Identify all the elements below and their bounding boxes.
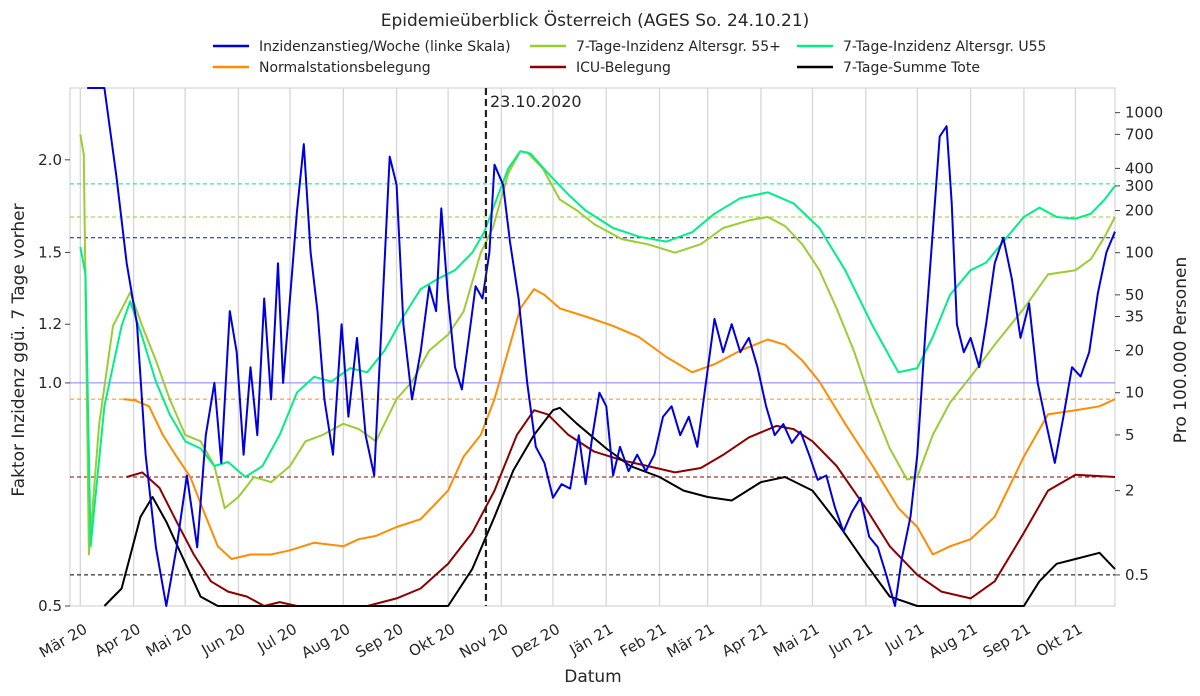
x-tick-label: Sep 20 xyxy=(352,620,406,662)
x-tick-label: Nov 20 xyxy=(456,620,511,662)
y-left-tick-label: 2.0 xyxy=(38,151,62,169)
x-tick-label: Mär 21 xyxy=(663,620,717,662)
y-right-tick-label: 10 xyxy=(1125,384,1144,402)
x-tick-label: Feb 21 xyxy=(617,620,670,661)
y-right-tick-label: 200 xyxy=(1125,202,1154,220)
legend-label: Inzidenzanstieg/Woche (linke Skala) xyxy=(259,39,511,55)
series-line xyxy=(87,87,1116,607)
x-tick-label: Mai 21 xyxy=(770,620,822,661)
series-line xyxy=(103,406,1116,607)
x-tick-label: Aug 21 xyxy=(926,620,981,662)
y-right-tick-label: 5 xyxy=(1125,426,1135,444)
y-right-tick-label: 300 xyxy=(1125,177,1154,195)
y-left-axis-label: Faktor Inzidenz ggü. 7 Tage vorher xyxy=(9,203,29,496)
legend-label: 7-Tage-Inzidenz Altersgr. 55+ xyxy=(576,39,781,55)
x-tick-label: Okt 21 xyxy=(1033,620,1086,661)
y-right-tick-label: 0.5 xyxy=(1125,566,1149,584)
series-line xyxy=(126,409,1116,607)
x-tick-label: Okt 20 xyxy=(406,620,459,661)
y-right-tick-label: 1000 xyxy=(1125,104,1163,122)
plot-area xyxy=(69,87,1116,607)
y-right-tick-label: 700 xyxy=(1125,125,1154,143)
y-left-tick-label: 1.5 xyxy=(38,243,62,261)
date-marker-label: 23.10.2020 xyxy=(490,92,582,111)
grid xyxy=(79,88,1077,606)
x-tick-label: Aug 20 xyxy=(298,620,353,662)
y-right-tick-label: 400 xyxy=(1125,159,1154,177)
reference-lines xyxy=(70,183,1115,576)
y-right-tick-label: 100 xyxy=(1125,244,1154,262)
y-left-tick-label: 0.5 xyxy=(38,597,62,615)
series-line xyxy=(123,288,1116,560)
x-tick-label: Jun 20 xyxy=(198,620,249,660)
y-left-tick-labels: 0.5 1.0 1.2 1.5 2.0 xyxy=(38,151,70,615)
legend-label: 7-Tage-Inzidenz Altersgr. U55 xyxy=(843,39,1046,55)
y-right-tick-label: 50 xyxy=(1125,286,1144,304)
x-axis-label: Datum xyxy=(564,667,622,687)
x-tick-label: Sep 21 xyxy=(980,620,1034,662)
x-tick-label: Jun 21 xyxy=(825,620,876,660)
x-tick-label: Mai 20 xyxy=(143,620,195,661)
legend: Inzidenzanstieg/Woche (linke Skala) 7-Tag… xyxy=(213,39,1046,76)
series-lines xyxy=(79,87,1116,607)
legend-label: 7-Tage-Summe Tote xyxy=(843,60,980,76)
y-left-tick-label: 1.2 xyxy=(38,315,62,333)
legend-label: ICU-Belegung xyxy=(576,60,671,76)
series-line xyxy=(79,150,1116,548)
x-tick-label: Jul 21 xyxy=(881,620,927,657)
x-tick-label: Mär 20 xyxy=(36,620,90,662)
y-right-tick-label: 20 xyxy=(1125,342,1144,360)
y-right-tick-label: 2 xyxy=(1125,482,1135,500)
x-tick-label: Apr 21 xyxy=(719,620,771,660)
y-right-axis-label: Pro 100.000 Personen xyxy=(1171,257,1191,443)
x-tick-label: Dez 20 xyxy=(508,620,562,662)
chart-title: Epidemieüberblick Österreich (AGES So. 2… xyxy=(381,9,810,31)
legend-label: Normalstationsbelegung xyxy=(259,60,431,76)
x-tick-label: Apr 20 xyxy=(91,620,143,660)
x-tick-label: Jul 20 xyxy=(254,620,300,657)
x-tick-label: Jän 21 xyxy=(566,620,617,660)
y-right-tick-label: 35 xyxy=(1125,308,1144,326)
y-left-tick-label: 1.0 xyxy=(38,374,62,392)
annotation: 23.10.2020 xyxy=(484,88,582,606)
